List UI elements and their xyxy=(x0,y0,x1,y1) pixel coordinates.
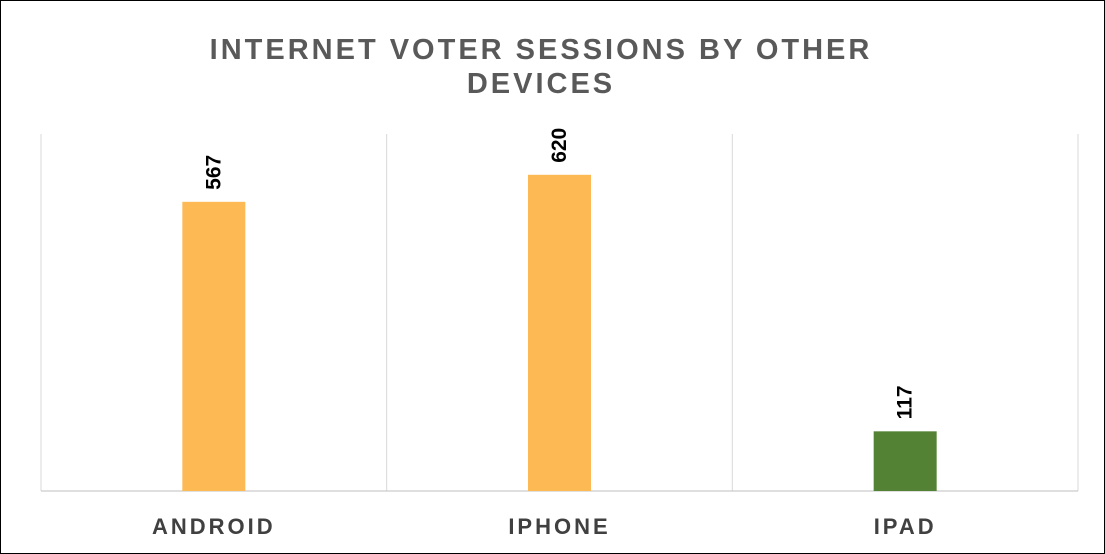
data-label: 620 xyxy=(548,128,571,163)
bar-iphone xyxy=(528,174,591,492)
data-label: 567 xyxy=(202,155,225,190)
x-tick-label: IPAD xyxy=(874,514,937,539)
bar-android xyxy=(182,201,246,491)
x-tick-label: IPHONE xyxy=(508,514,610,539)
data-label: 117 xyxy=(894,385,917,419)
x-tick-label: ANDROID xyxy=(152,514,276,539)
bar-ipad xyxy=(873,431,937,491)
chart-title: INTERNET VOTER SESSIONS BY OTHER DEVICES xyxy=(209,34,873,100)
